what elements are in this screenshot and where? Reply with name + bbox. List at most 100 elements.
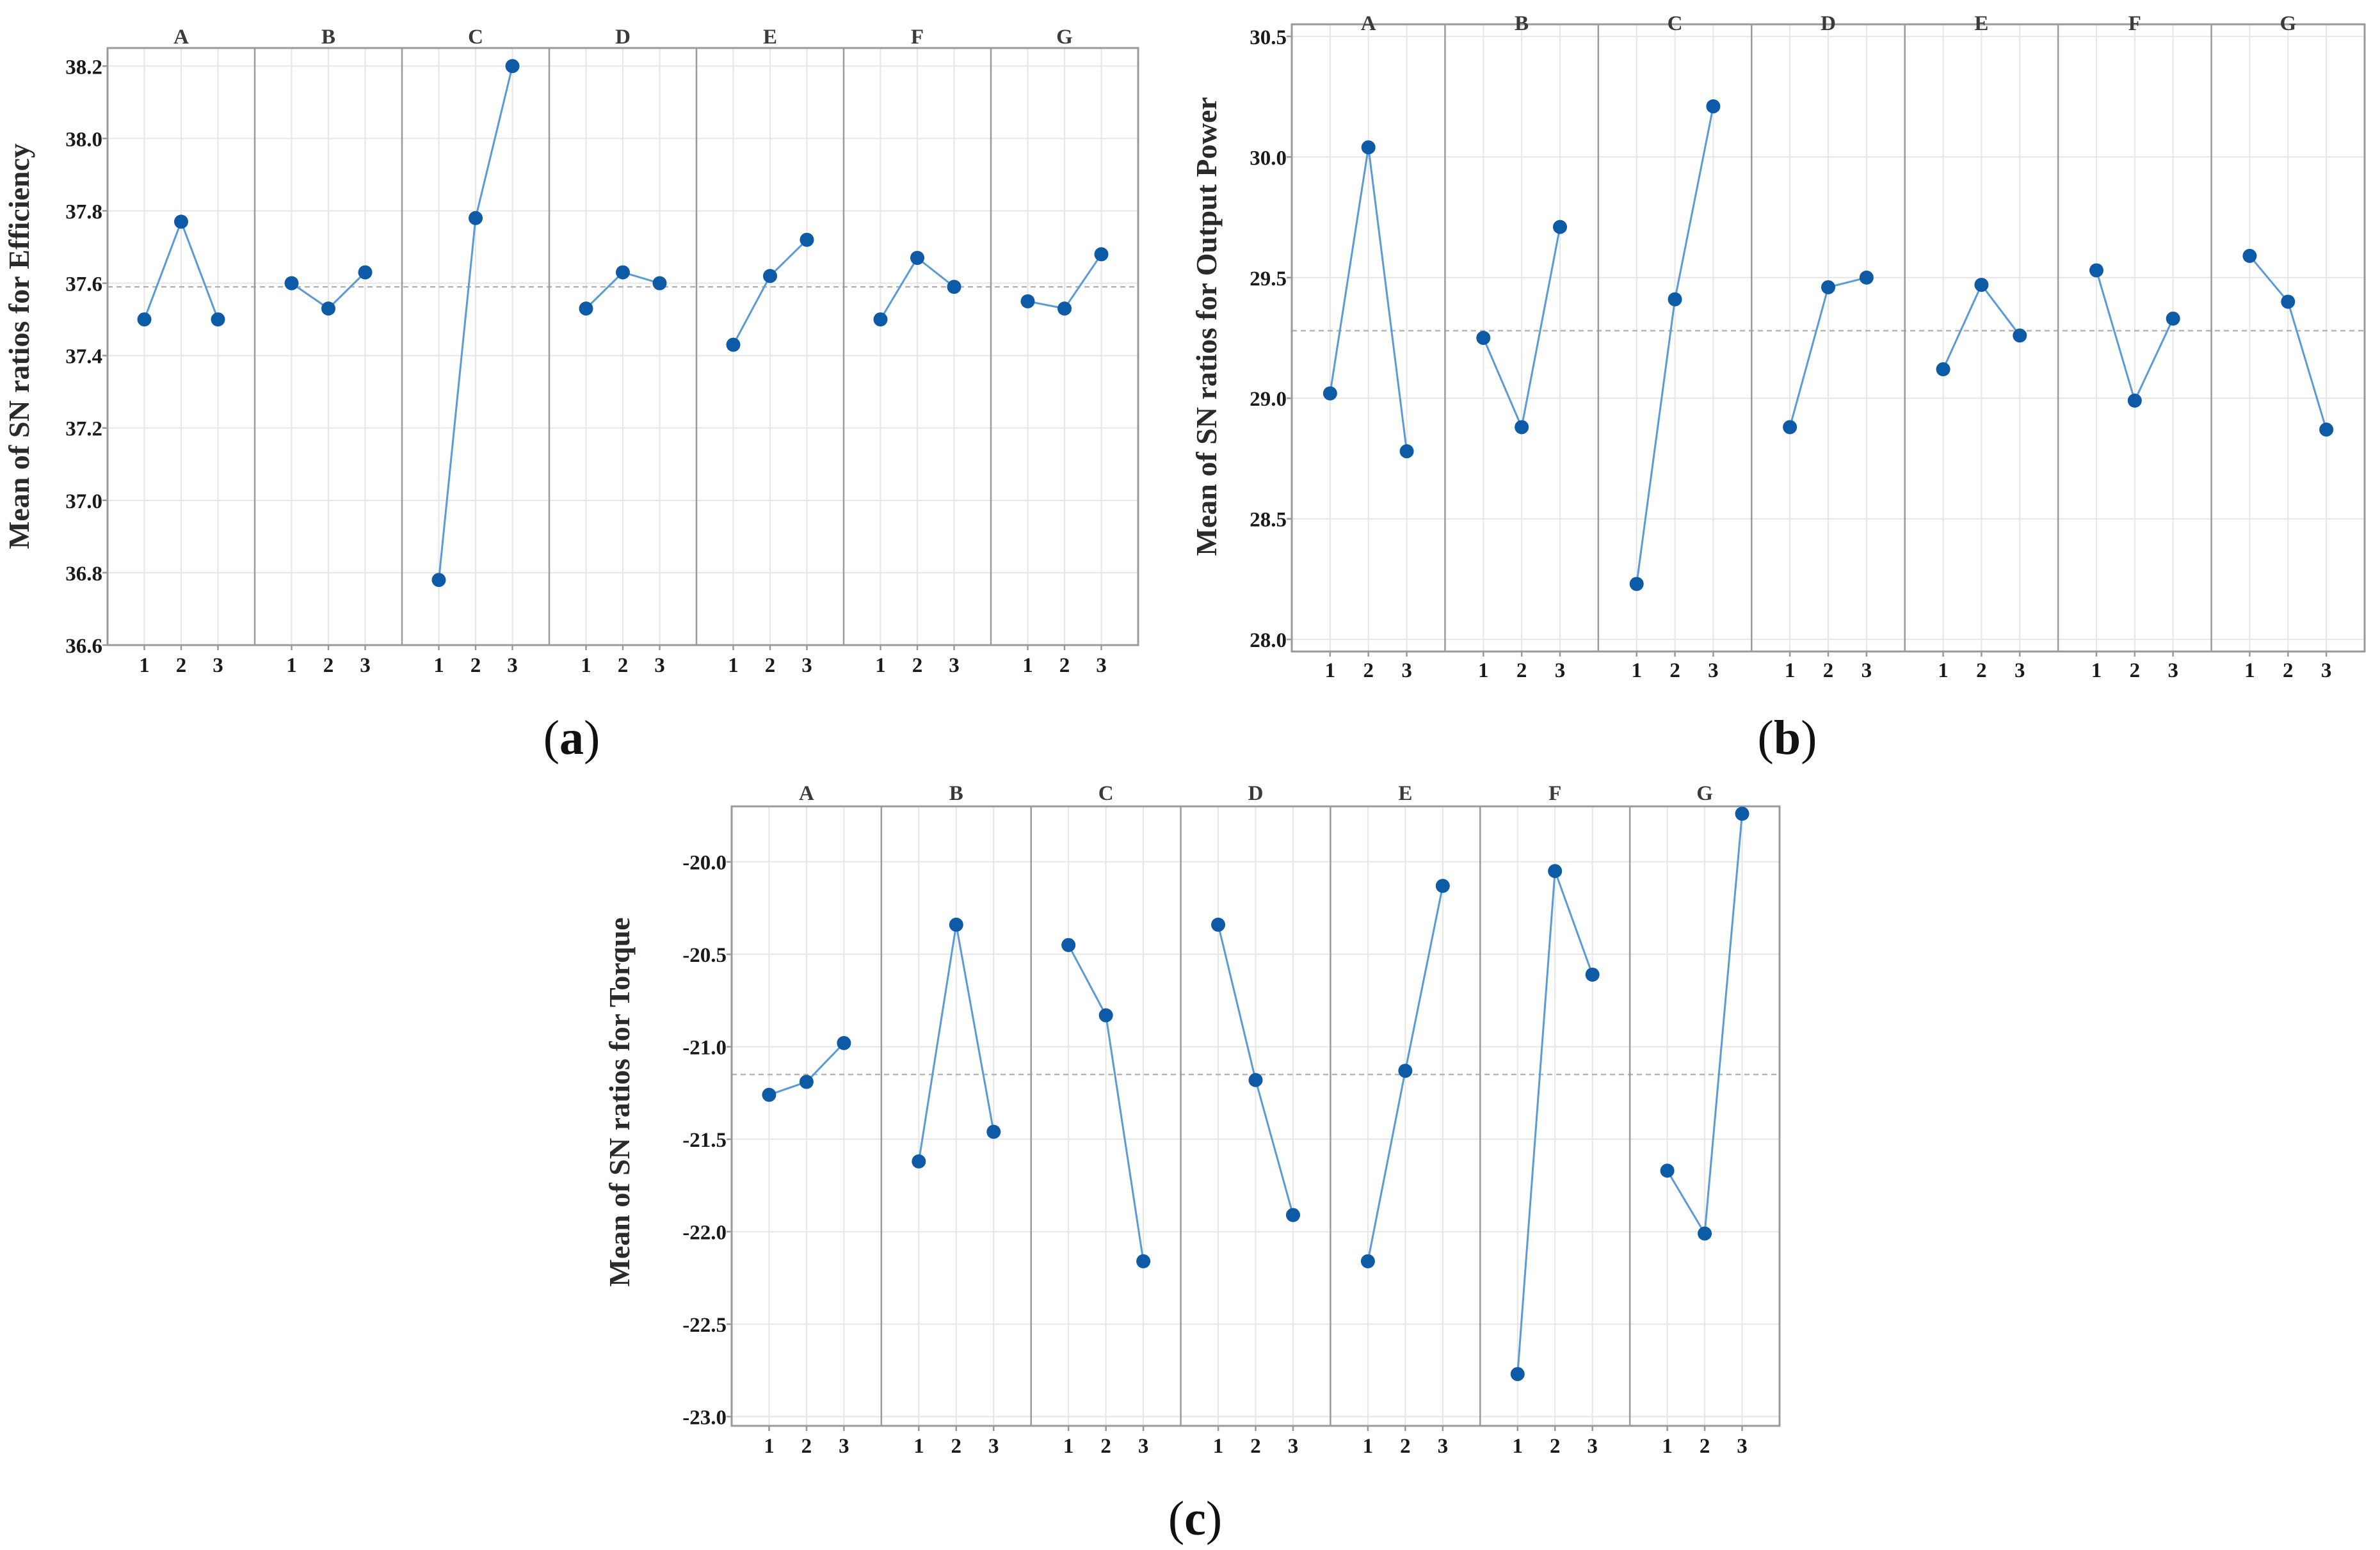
level-label: 3	[1438, 1435, 1449, 1458]
data-point	[910, 250, 924, 265]
data-point	[1323, 386, 1337, 401]
data-point	[2127, 394, 2142, 408]
factor-label: F	[2128, 12, 2141, 35]
y-tick-label: 28.5	[1250, 509, 1287, 532]
level-label: 3	[801, 654, 812, 677]
data-point	[1585, 967, 1600, 982]
level-label: 3	[1401, 659, 1412, 682]
data-point	[1476, 331, 1491, 345]
y-axis-title: Mean of SN ratios for Output Power	[1190, 97, 1223, 555]
level-label: 2	[1400, 1435, 1411, 1458]
panel-c-torque-chart: -23.0 -22.5 -22.0 -21.5 -21.0 -20.5 -20.0 A 1 2 3 B…	[603, 782, 1781, 1546]
level-label: 1	[1325, 659, 1336, 682]
factor-label: B	[321, 26, 335, 49]
data-point	[174, 214, 188, 229]
panel-a-efficiency-chart: 36.6 36.8 37.0 37.2 37.4 37.6 37.8 38.0 38.2 A 1 2 3…	[3, 26, 1139, 765]
level-label: 1	[913, 1435, 924, 1458]
data-point	[1821, 280, 1835, 294]
level-label: 1	[1213, 1435, 1224, 1458]
level-label: 1	[875, 654, 886, 677]
level-label: 2	[1363, 659, 1374, 682]
factor-label: D	[1821, 12, 1836, 35]
factor-label: C	[1668, 12, 1683, 35]
level-label: 3	[360, 654, 371, 677]
level-label: 2	[323, 654, 334, 677]
data-point	[1061, 938, 1076, 952]
y-axis-title: Mean of SN ratios for Efficiency	[3, 143, 35, 549]
level-label: 1	[2244, 659, 2255, 682]
factor-label: A	[799, 782, 814, 805]
data-point	[1548, 864, 1563, 879]
caption-close-paren: )	[1206, 1492, 1222, 1546]
data-point	[1515, 420, 1529, 435]
data-point	[799, 1075, 814, 1089]
data-point	[211, 312, 225, 327]
level-label: 3	[1555, 659, 1566, 682]
level-label: 3	[2167, 659, 2178, 682]
data-point	[1783, 420, 1797, 435]
data-point	[137, 312, 152, 327]
level-label: 2	[951, 1435, 962, 1458]
data-point	[1020, 294, 1035, 308]
y-tick-label: -21.5	[682, 1129, 727, 1152]
y-tick-label: 36.6	[65, 635, 102, 658]
factor-label: E	[763, 26, 777, 49]
data-point	[1211, 917, 1226, 932]
y-tick-label: -22.5	[682, 1314, 727, 1337]
y-tick-label: 28.0	[1250, 629, 1287, 652]
data-point	[1668, 292, 1682, 307]
data-point	[837, 1035, 851, 1050]
y-tick-label: -20.5	[682, 944, 727, 967]
y-tick-label: -22.0	[682, 1222, 727, 1245]
data-point	[1136, 1254, 1151, 1268]
level-label: 1	[1513, 1435, 1524, 1458]
level-label: 3	[1096, 654, 1107, 677]
level-label: 2	[1100, 1435, 1111, 1458]
level-label: 1	[1938, 659, 1949, 682]
y-tick-label: -20.0	[682, 852, 727, 875]
data-point	[873, 312, 888, 327]
y-tick-label: 37.6	[65, 273, 102, 296]
data-point	[1553, 220, 1567, 234]
panel-caption: (b)	[1758, 711, 1817, 765]
data-point	[1098, 1008, 1113, 1023]
y-tick-label: 37.0	[65, 490, 102, 513]
data-point	[505, 59, 520, 74]
data-point	[1398, 1064, 1413, 1078]
data-point	[579, 301, 593, 316]
level-label: 3	[949, 654, 960, 677]
level-label: 1	[286, 654, 297, 677]
y-tick-label: -23.0	[682, 1407, 727, 1430]
factor-label: B	[949, 782, 963, 805]
data-point	[1285, 1208, 1300, 1222]
caption-close-paren: )	[584, 711, 600, 765]
data-point	[2013, 328, 2027, 343]
level-label: 2	[1823, 659, 1834, 682]
level-label: 1	[1662, 1435, 1673, 1458]
data-point	[726, 337, 741, 352]
caption-letter: b	[1774, 711, 1801, 765]
data-point	[1510, 1367, 1525, 1382]
data-point	[1435, 879, 1450, 893]
y-tick-label: 38.0	[65, 128, 102, 151]
data-point	[1706, 99, 1721, 114]
factor-label: G	[1696, 782, 1713, 805]
level-label: 3	[1861, 659, 1872, 682]
level-label: 2	[470, 654, 481, 677]
y-tick-label: -21.0	[682, 1037, 727, 1060]
panel-caption: (a)	[543, 711, 600, 765]
caption-open-paren: (	[543, 711, 559, 765]
level-label: 3	[2014, 659, 2025, 682]
level-label: 2	[2283, 659, 2294, 682]
factor-label: B	[1515, 12, 1529, 35]
level-label: 1	[1631, 659, 1642, 682]
data-point	[2242, 248, 2257, 263]
level-label: 1	[139, 654, 150, 677]
data-point	[1698, 1226, 1712, 1241]
panel-caption: (c)	[1168, 1492, 1222, 1546]
level-label: 1	[1785, 659, 1796, 682]
caption-open-paren: (	[1168, 1492, 1184, 1546]
level-label: 1	[764, 1435, 775, 1458]
level-label: 1	[433, 654, 444, 677]
